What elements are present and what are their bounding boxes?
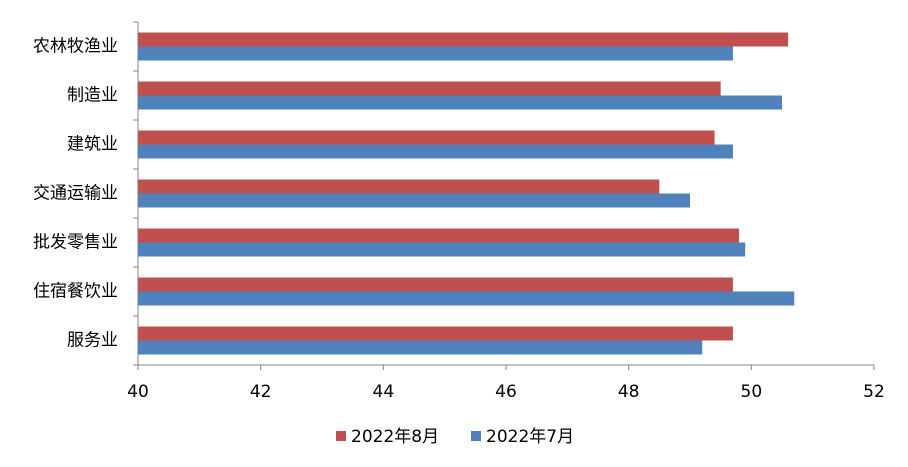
bar <box>138 81 721 96</box>
x-tick-label: 52 <box>863 382 885 402</box>
legend-swatch <box>471 431 481 441</box>
y-tick-label: 农林牧渔业 <box>33 37 118 57</box>
y-tick-label: 制造业 <box>67 86 118 106</box>
x-tick-label: 48 <box>618 382 640 402</box>
bar <box>138 144 733 159</box>
legend-label: 2022年7月 <box>486 427 574 447</box>
y-tick-label: 交通运输业 <box>33 184 118 204</box>
bar <box>138 130 715 145</box>
bar <box>138 242 746 257</box>
y-tick-label: 批发零售业 <box>33 233 118 253</box>
bar <box>138 340 703 355</box>
bar <box>138 46 733 61</box>
legend-swatch <box>336 431 346 441</box>
bar <box>138 326 733 341</box>
bar <box>138 277 733 292</box>
bar <box>138 95 782 110</box>
bar <box>138 179 660 194</box>
bar <box>138 291 795 306</box>
x-tick-label: 44 <box>373 382 395 402</box>
bar <box>138 228 740 243</box>
x-tick-label: 40 <box>127 382 149 402</box>
y-tick-label: 住宿餐饮业 <box>33 282 118 302</box>
y-tick-label: 建筑业 <box>67 135 118 155</box>
bar <box>138 193 690 208</box>
x-tick-label: 50 <box>741 382 763 402</box>
x-tick-label: 42 <box>250 382 272 402</box>
legend-label: 2022年8月 <box>351 427 439 447</box>
bar <box>138 32 789 47</box>
x-tick-label: 46 <box>495 382 517 402</box>
y-tick-label: 服务业 <box>67 331 118 351</box>
